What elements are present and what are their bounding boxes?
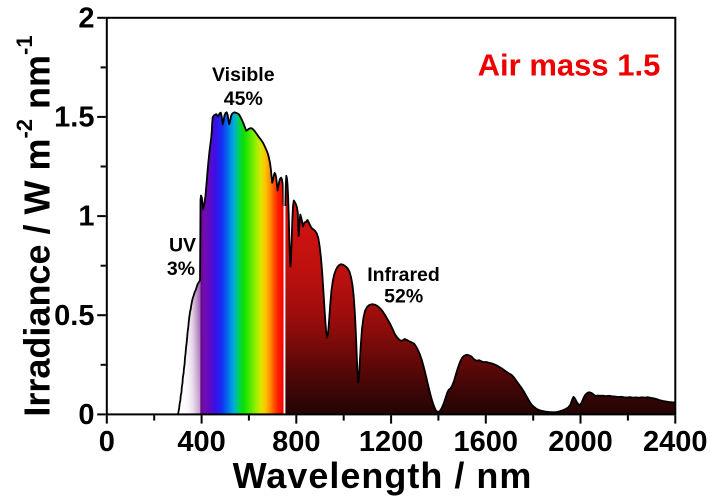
- svg-text:Infrared: Infrared: [367, 264, 440, 286]
- svg-text:1.5: 1.5: [54, 101, 94, 133]
- svg-text:2: 2: [78, 2, 94, 34]
- svg-text:Irradiance / W m-2 nm-1: Irradiance / W m-2 nm-1: [12, 35, 58, 416]
- svg-text:0: 0: [78, 399, 94, 431]
- svg-text:Visible: Visible: [212, 64, 275, 86]
- svg-text:Wavelength / nm: Wavelength / nm: [233, 455, 533, 496]
- svg-text:Air mass 1.5: Air mass 1.5: [478, 48, 661, 83]
- svg-text:2400: 2400: [643, 426, 708, 458]
- svg-text:0.5: 0.5: [54, 300, 94, 332]
- svg-text:1: 1: [78, 201, 94, 233]
- svg-text:400: 400: [177, 426, 225, 458]
- svg-text:1600: 1600: [454, 426, 519, 458]
- svg-text:52%: 52%: [384, 285, 423, 307]
- svg-text:1200: 1200: [359, 426, 424, 458]
- svg-text:0: 0: [99, 426, 115, 458]
- svg-text:800: 800: [272, 426, 320, 458]
- svg-text:3%: 3%: [167, 258, 195, 280]
- svg-text:2000: 2000: [548, 426, 613, 458]
- svg-text:UV: UV: [169, 235, 196, 257]
- svg-text:45%: 45%: [224, 88, 263, 110]
